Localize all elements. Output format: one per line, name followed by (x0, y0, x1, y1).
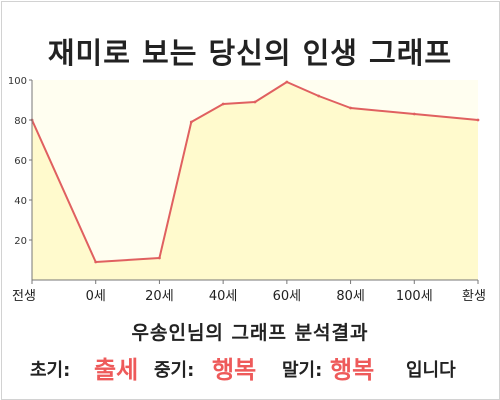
data-point-4 (221, 102, 225, 106)
data-point-2 (158, 256, 161, 260)
x-tick-label-3: 40세 (209, 289, 238, 304)
x-tick-label-6: 100세 (396, 289, 433, 304)
y-tick-label-20: 20 (14, 236, 27, 247)
late-label: 말기: (282, 360, 323, 381)
data-point-9 (412, 112, 416, 116)
x-tick-label-2: 20세 (145, 289, 174, 304)
middle-label: 중기: (154, 360, 195, 381)
series-area (32, 82, 478, 280)
early-label: 초기: (30, 360, 71, 381)
data-point-7 (317, 94, 321, 98)
x-tick-label-1: 0세 (86, 289, 106, 304)
analysis-caption: 우송인님의 그래프 분석결과 (131, 322, 369, 344)
data-point-8 (349, 106, 352, 110)
x-tick-label-5: 80세 (336, 289, 365, 304)
data-point-1 (94, 260, 98, 264)
data-point-5 (253, 100, 257, 104)
closing-text: 입니다 (406, 360, 456, 381)
middle-value: 행복 (212, 356, 257, 384)
late-value: 행복 (330, 356, 375, 384)
early-value: 출세 (94, 356, 139, 384)
y-tick-label-100: 100 (8, 76, 27, 87)
y-tick-label-40: 40 (14, 196, 27, 207)
y-tick-label-80: 80 (14, 116, 27, 127)
data-point-10 (476, 118, 480, 122)
y-tick-label-60: 60 (14, 156, 27, 167)
x-tick-label-0: 전생 (12, 289, 36, 304)
data-point-6 (285, 80, 289, 84)
x-tick-label-4: 60세 (273, 289, 302, 304)
data-point-3 (189, 120, 193, 124)
chart-title: 재미로 보는 당신의 인생 그래프 (47, 36, 453, 70)
x-tick-label-7: 환생 (462, 289, 486, 304)
